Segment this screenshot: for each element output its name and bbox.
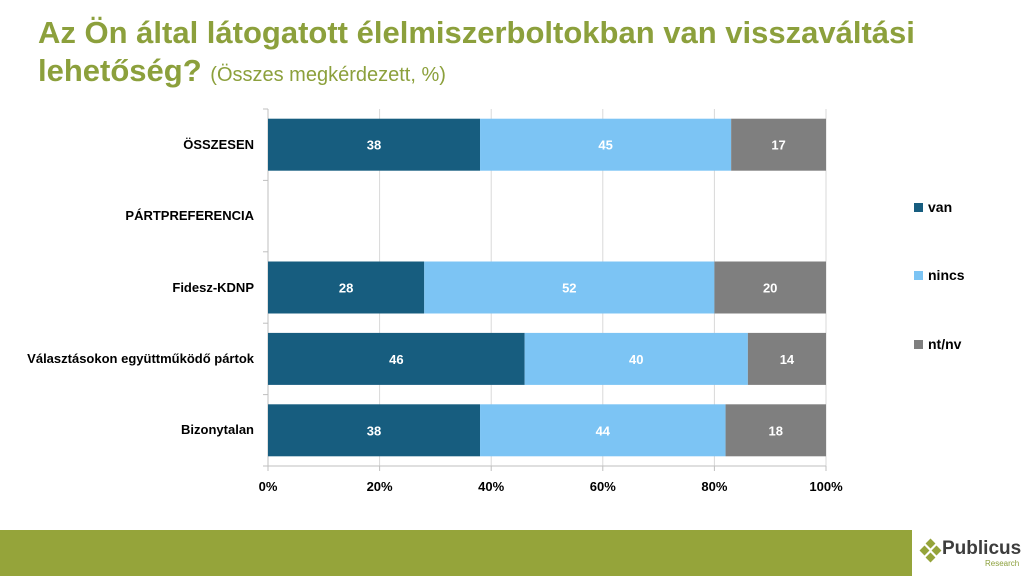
bar-segment	[524, 332, 748, 385]
x-tick-label: 100%	[809, 479, 843, 494]
brand-tagline: Research	[985, 559, 1020, 568]
publicus-logo-icon	[919, 538, 942, 563]
x-tick-label: 20%	[367, 479, 393, 494]
bar-segment	[268, 404, 481, 457]
bar-segment	[480, 118, 732, 171]
bar-segment	[714, 261, 826, 314]
legend-swatch	[914, 340, 923, 349]
chart-title-main: Az Ön által látogatott élelmiszerboltokb…	[38, 15, 915, 88]
chart-title: Az Ön által látogatott élelmiszerboltokb…	[38, 14, 938, 94]
data-label: 52	[562, 281, 576, 296]
legend-swatch	[914, 203, 923, 212]
x-tick-label: 80%	[701, 479, 727, 494]
category-label: Fidesz-KDNP	[172, 279, 254, 295]
data-label: 17	[771, 138, 785, 153]
data-label: 44	[596, 423, 611, 438]
bar-segment	[268, 118, 481, 171]
footer-bar	[0, 530, 912, 576]
chart-subtitle: (Összes megkérdezett, %)	[210, 64, 446, 86]
legend-label: nt/nv	[928, 336, 962, 352]
data-label: 40	[629, 352, 643, 367]
category-label: PÁRTPREFERENCIA	[125, 208, 254, 224]
legend-swatch	[914, 271, 923, 280]
data-label: 38	[367, 423, 381, 438]
brand-name: Publicus	[942, 538, 1022, 559]
data-label: 46	[389, 352, 403, 367]
data-label: 28	[339, 281, 353, 296]
data-label: 45	[598, 138, 612, 153]
x-tick-label: 40%	[478, 479, 504, 494]
x-tick-label: 60%	[590, 479, 616, 494]
category-label: ÖSSZESEN	[183, 136, 254, 152]
data-label: 18	[769, 423, 783, 438]
x-tick-label: 0%	[259, 479, 278, 494]
bar-segment	[480, 404, 726, 457]
legend-label: nincs	[928, 267, 965, 283]
bar-segment	[424, 261, 715, 314]
bar-segment	[268, 332, 525, 385]
category-label: Bizonytalan	[181, 422, 254, 438]
data-label: 14	[780, 352, 795, 367]
data-label: 38	[367, 138, 381, 153]
category-label: Választásokon együttműködő pártok	[27, 350, 254, 366]
bar-segment	[268, 261, 425, 314]
legend-label: van	[928, 199, 952, 215]
bar-segment	[731, 118, 826, 171]
bar-segment	[747, 332, 826, 385]
bar-segment	[725, 404, 826, 457]
data-label: 20	[763, 281, 777, 296]
stacked-bar-chart: 0% 20% 40% 60% 80% 100% 38 45 17 28 52 20 46 40 14 38 44…	[259, 108, 965, 494]
